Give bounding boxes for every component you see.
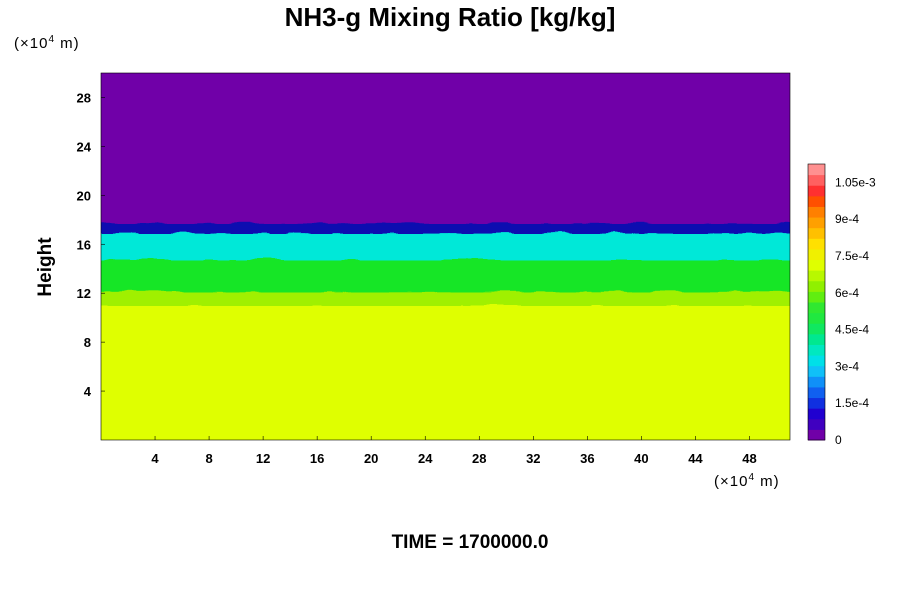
y-axis-unit: (×104 m) [14, 34, 80, 52]
colorbar-swatch [808, 365, 825, 377]
colorbar-swatch [808, 344, 825, 356]
x-tick-label: 16 [310, 451, 324, 466]
colorbar-swatch [808, 238, 825, 250]
x-tick-label: 20 [364, 451, 378, 466]
layer-band-top [101, 73, 790, 217]
colorbar-swatch [808, 408, 825, 420]
colorbar-swatch [808, 195, 825, 207]
colorbar-swatch [808, 291, 825, 303]
time-label: TIME = 1700000.0 [391, 532, 549, 553]
colorbar-swatch [808, 164, 825, 176]
colorbar-swatch [808, 386, 825, 399]
colorbar-tick-label: 9e-4 [835, 212, 859, 226]
colorbar-swatch [808, 429, 825, 441]
x-tick-label: 32 [526, 451, 540, 466]
y-unit-suffix: m) [55, 35, 80, 52]
colorbar-swatch [808, 333, 825, 345]
colorbar-swatch [808, 227, 825, 239]
x-tick-label: 12 [256, 451, 270, 466]
y-unit-prefix: (×10 [14, 35, 49, 52]
colorbar-swatch [808, 376, 825, 388]
colorbar-frame [807, 163, 826, 441]
y-tick-label: 16 [77, 237, 91, 252]
x-unit-prefix: (×10 [714, 473, 749, 490]
y-tick-label: 12 [77, 286, 91, 301]
colorbar-tick-label: 3e-4 [835, 359, 859, 373]
plot-frame [100, 72, 791, 441]
y-tick-label: 4 [84, 384, 92, 399]
colorbar-swatch [808, 280, 825, 292]
colorbar-swatch [808, 397, 825, 409]
colorbar-swatch [808, 312, 825, 324]
x-tick-label: 44 [688, 451, 703, 466]
x-tick-label: 28 [472, 451, 486, 466]
x-tick-label: 8 [205, 451, 212, 466]
x-unit-exponent: 4 [748, 472, 756, 483]
y-tick-label: 24 [77, 139, 92, 154]
colorbar-swatch [808, 174, 825, 186]
y-tick-label: 28 [77, 90, 91, 105]
colorbar-swatch [808, 217, 825, 229]
x-tick-label: 36 [580, 451, 594, 466]
x-axis-unit: (×104 m) [714, 472, 780, 490]
colorbar-tick-label: 6e-4 [835, 286, 859, 300]
layer-band-bottom [101, 305, 790, 440]
colorbar-swatch [808, 355, 825, 367]
chart-title: NH3-g Mixing Ratio [kg/kg] [284, 2, 616, 32]
colorbar-swatch [808, 185, 825, 197]
colorbar-swatch [808, 206, 825, 218]
x-tick-label: 24 [418, 451, 433, 466]
colorbar-swatch [808, 418, 825, 430]
y-tick-label: 20 [77, 188, 91, 203]
colorbar-tick-label: 1.5e-4 [835, 396, 869, 410]
colorbar-swatch [808, 259, 825, 271]
colorbar-swatch [808, 323, 825, 335]
colorbar-swatch [808, 270, 825, 282]
y-unit-exponent: 4 [48, 34, 56, 45]
colorbar-tick-label: 0 [835, 433, 842, 447]
x-tick-label: 48 [742, 451, 756, 466]
colorbar-tick-label: 1.05e-3 [835, 175, 876, 189]
x-tick-label: 4 [151, 451, 159, 466]
x-tick-label: 40 [634, 451, 648, 466]
y-tick-label: 8 [84, 335, 91, 350]
colorbar-swatch [808, 248, 825, 261]
x-unit-suffix: m) [755, 473, 780, 490]
colorbar-tick-label: 4.5e-4 [835, 323, 869, 337]
colorbar-tick-label: 7.5e-4 [835, 249, 869, 263]
colorbar-swatch [808, 302, 825, 314]
